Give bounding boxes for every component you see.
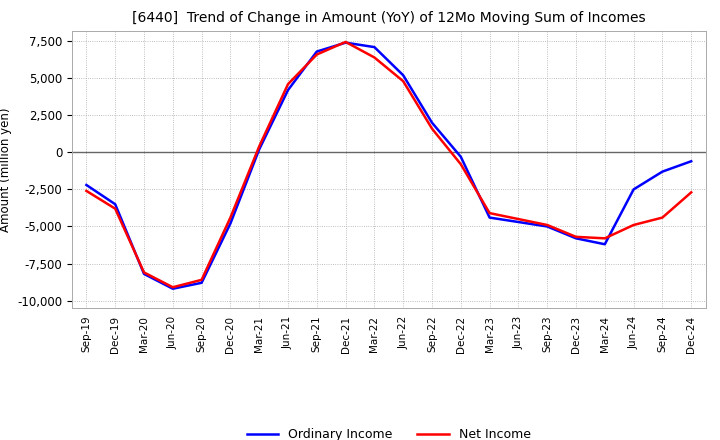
Net Income xyxy=(111,206,120,211)
Net Income xyxy=(284,81,292,87)
Line: Ordinary Income: Ordinary Income xyxy=(86,43,691,289)
Net Income xyxy=(140,270,148,275)
Ordinary Income xyxy=(312,49,321,54)
Ordinary Income xyxy=(485,215,494,220)
Net Income xyxy=(600,236,609,241)
Net Income xyxy=(572,234,580,239)
Ordinary Income xyxy=(341,40,350,45)
Ordinary Income xyxy=(140,271,148,277)
Net Income xyxy=(255,144,264,149)
Ordinary Income xyxy=(168,286,177,291)
Ordinary Income xyxy=(629,187,638,192)
Net Income xyxy=(543,222,552,227)
Net Income xyxy=(226,215,235,220)
Ordinary Income xyxy=(658,169,667,174)
Net Income xyxy=(168,285,177,290)
Ordinary Income xyxy=(428,120,436,125)
Net Income xyxy=(485,210,494,216)
Net Income xyxy=(514,216,523,222)
Ordinary Income xyxy=(456,154,465,159)
Net Income xyxy=(82,188,91,194)
Ordinary Income xyxy=(111,202,120,207)
Ordinary Income xyxy=(197,280,206,286)
Net Income xyxy=(197,277,206,282)
Net Income xyxy=(370,55,379,60)
Ordinary Income xyxy=(543,224,552,229)
Y-axis label: Amount (million yen): Amount (million yen) xyxy=(0,107,12,231)
Ordinary Income xyxy=(284,88,292,93)
Net Income xyxy=(428,126,436,131)
Ordinary Income xyxy=(82,182,91,187)
Ordinary Income xyxy=(399,73,408,78)
Net Income xyxy=(687,190,696,195)
Net Income xyxy=(629,222,638,227)
Net Income xyxy=(399,79,408,84)
Ordinary Income xyxy=(226,221,235,226)
Ordinary Income xyxy=(600,242,609,247)
Ordinary Income xyxy=(370,44,379,50)
Ordinary Income xyxy=(255,147,264,152)
Legend: Ordinary Income, Net Income: Ordinary Income, Net Income xyxy=(242,423,536,440)
Net Income xyxy=(341,39,350,44)
Ordinary Income xyxy=(687,158,696,164)
Line: Net Income: Net Income xyxy=(86,42,691,287)
Net Income xyxy=(312,52,321,57)
Net Income xyxy=(456,161,465,167)
Net Income xyxy=(658,215,667,220)
Title: [6440]  Trend of Change in Amount (YoY) of 12Mo Moving Sum of Incomes: [6440] Trend of Change in Amount (YoY) o… xyxy=(132,11,646,26)
Ordinary Income xyxy=(514,220,523,225)
Ordinary Income xyxy=(572,236,580,241)
